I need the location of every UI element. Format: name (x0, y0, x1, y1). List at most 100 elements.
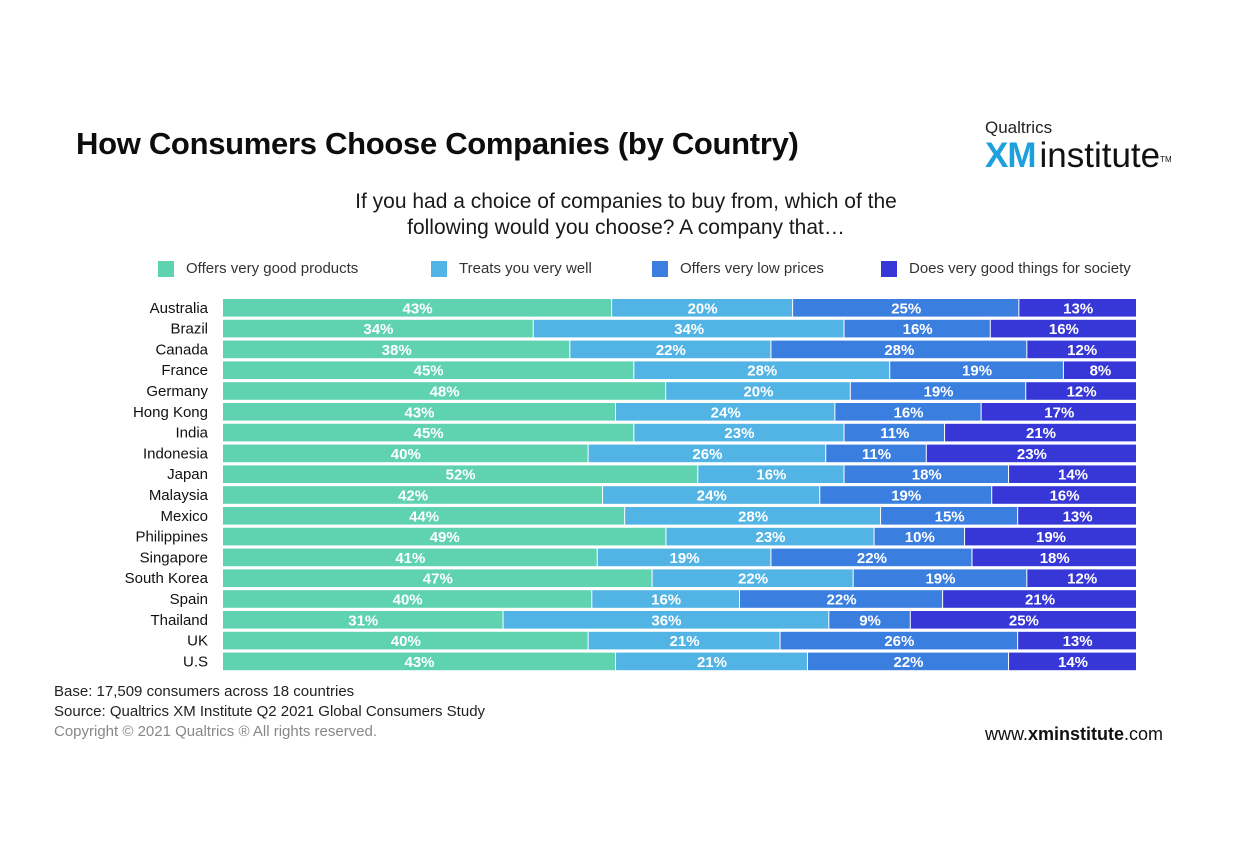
bar-segment (223, 423, 634, 442)
question-line-1: If you had a choice of companies to buy … (355, 190, 897, 213)
bar-segment (223, 569, 652, 587)
bar-value-label: 24% (697, 488, 727, 505)
legend-item-treats-well: Treats you very well (431, 260, 592, 277)
bar-segment (829, 611, 910, 629)
bar-segment (592, 590, 740, 608)
bar-value-label: 22% (893, 654, 923, 671)
bar-value-label: 22% (738, 571, 768, 588)
bar-segment (943, 590, 1136, 608)
logo-tm: TM (1160, 155, 1172, 164)
bar-segment (981, 403, 1136, 421)
chart-footer: Base: 17,509 consumers across 18 countri… (54, 682, 485, 742)
bar-segment (223, 486, 603, 504)
bar-value-label: 8% (1090, 363, 1112, 380)
bar-segment (223, 382, 666, 400)
bar-value-label: 19% (923, 384, 953, 401)
bar-segment (835, 403, 981, 421)
bar-value-label: 28% (738, 508, 768, 525)
bar-value-label: 22% (827, 592, 857, 609)
bar-segment (616, 652, 807, 671)
category-label: Canada (155, 341, 208, 358)
bar-value-label: 13% (1063, 633, 1093, 650)
bar-segment (844, 319, 990, 338)
bar-segment (807, 652, 1009, 671)
bar-value-label: 45% (414, 363, 444, 380)
bar-segment (634, 423, 844, 442)
bar-value-label: 16% (893, 404, 923, 421)
category-label: South Korea (125, 570, 209, 587)
bar-value-label: 20% (743, 384, 773, 401)
bar-value-label: 21% (1025, 592, 1055, 609)
category-label: Japan (167, 466, 208, 483)
website-link[interactable]: www.xminstitute.com (985, 724, 1163, 745)
bar-value-label: 43% (404, 404, 434, 421)
bar-segment (826, 444, 926, 463)
bar-segment (1027, 569, 1136, 587)
legend-swatch (158, 260, 174, 277)
bar-value-label: 19% (962, 363, 992, 380)
bar-value-label: 16% (651, 592, 681, 609)
xm-institute-logo: Qualtrics XM instituteTM (985, 118, 1195, 174)
legend-label: Offers very low prices (680, 260, 824, 277)
bar-value-label: 19% (891, 488, 921, 505)
logo-xm: XM (985, 136, 1036, 175)
category-label: Hong Kong (133, 404, 208, 421)
category-label: Thailand (150, 612, 208, 629)
bar-segment (634, 361, 890, 379)
category-label: U.S (183, 653, 208, 670)
legend-label: Does very good things for society (909, 260, 1131, 277)
bar-value-label: 21% (1026, 425, 1056, 442)
bar-value-label: 40% (391, 446, 421, 463)
bar-segment (890, 361, 1063, 379)
bar-segment (990, 319, 1136, 338)
bar-segment (223, 548, 597, 567)
category-label: India (175, 425, 208, 442)
bar-segment (223, 590, 592, 608)
category-label: UK (187, 633, 208, 650)
bar-segment (588, 444, 826, 463)
footer-copyright: Copyright © 2021 Qualtrics ® All rights … (54, 723, 378, 740)
bar-value-label: 43% (404, 654, 434, 671)
category-label: Spain (170, 591, 208, 608)
bar-segment (965, 527, 1136, 546)
bar-segment (1009, 652, 1136, 671)
bar-segment (740, 590, 943, 608)
bar-value-label: 24% (711, 404, 741, 421)
bar-value-label: 17% (1044, 404, 1074, 421)
bar-segment (771, 548, 972, 567)
bar-segment (926, 444, 1136, 463)
survey-question: If you had a choice of companies to buy … (0, 189, 1236, 241)
bar-segment (1026, 382, 1136, 400)
bar-value-label: 12% (1067, 384, 1097, 401)
logo-institute: institute (1039, 136, 1161, 175)
bar-value-label: 13% (1063, 300, 1093, 317)
chart-title: How Consumers Choose Companies (by Count… (76, 126, 799, 161)
bar-segment (820, 486, 992, 504)
bar-value-label: 19% (1036, 529, 1066, 546)
footer-base: Base: 17,509 consumers across 18 countri… (54, 683, 355, 700)
category-label: Australia (150, 300, 209, 317)
bar-value-label: 16% (903, 321, 933, 338)
category-label: Philippines (135, 529, 208, 546)
website-prefix: www. (985, 724, 1029, 744)
bar-value-label: 18% (1040, 550, 1070, 567)
bar-segment (223, 631, 588, 650)
legend-swatch (431, 260, 447, 277)
bar-segment (223, 403, 616, 421)
bar-segment (1027, 340, 1136, 359)
bar-segment (223, 611, 503, 629)
bar-segment (666, 527, 874, 546)
bar-value-label: 18% (912, 467, 942, 484)
bar-value-label: 49% (430, 529, 460, 546)
bar-value-label: 11% (862, 446, 891, 463)
bar-segment (625, 507, 881, 525)
chart-legend: Offers very good products Treats you ver… (0, 260, 1236, 282)
bar-value-label: 34% (674, 321, 704, 338)
bar-segment (874, 527, 965, 546)
bar-value-label: 31% (348, 612, 378, 629)
bar-segment (612, 299, 793, 317)
bar-value-label: 28% (884, 342, 914, 359)
legend-item-good-for-society: Does very good things for society (881, 260, 1131, 277)
bar-segment (223, 465, 698, 483)
bar-value-label: 21% (670, 633, 700, 650)
